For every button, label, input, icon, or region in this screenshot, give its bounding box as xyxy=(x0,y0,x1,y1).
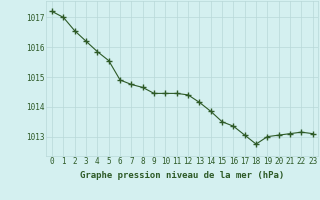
X-axis label: Graphe pression niveau de la mer (hPa): Graphe pression niveau de la mer (hPa) xyxy=(80,171,284,180)
